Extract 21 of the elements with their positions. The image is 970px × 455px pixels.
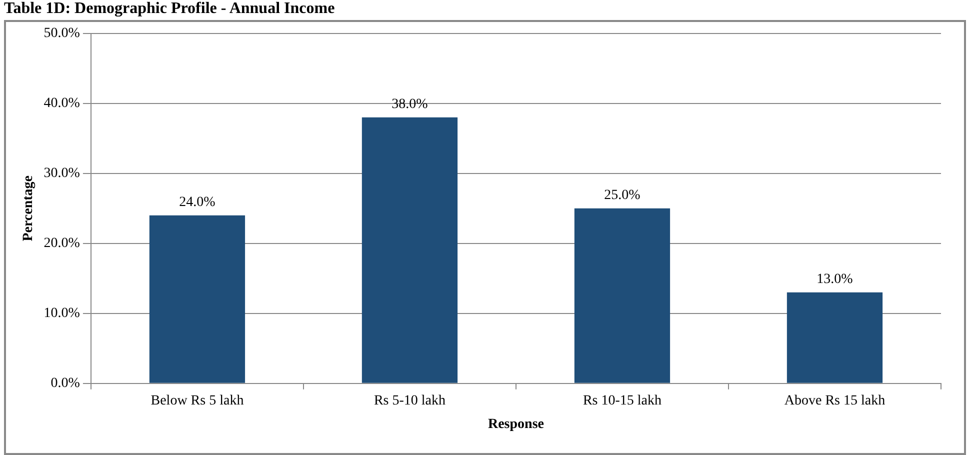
- data-label: 24.0%: [179, 195, 216, 210]
- y-tick-label: 40.0%: [44, 96, 80, 112]
- y-tick-label: 10.0%: [44, 306, 80, 322]
- bar: [786, 292, 883, 383]
- data-label: 13.0%: [816, 272, 854, 288]
- x-axis-title: Response: [488, 417, 544, 432]
- data-label: 38.0%: [392, 97, 428, 112]
- y-tick-label: 30.0%: [44, 166, 80, 182]
- y-axis-title: Percentage: [21, 175, 36, 242]
- data-label: 25.0%: [604, 188, 641, 204]
- x-tick-label: Above Rs 15 lakh: [784, 393, 886, 408]
- chart-title: Table 1D: Demographic Profile - Annual Income: [4, 0, 335, 18]
- bar: [149, 215, 246, 383]
- x-tick-label: Below Rs 5 lakh: [150, 393, 244, 408]
- bar: [574, 208, 670, 383]
- y-tick-label: 50.0%: [44, 26, 80, 42]
- x-tick-label: Rs 5-10 lakh: [374, 393, 446, 408]
- y-tick-label: 20.0%: [44, 236, 80, 252]
- y-tick-label: 0.0%: [50, 376, 80, 392]
- x-tick-label: Rs 10-15 lakh: [582, 393, 662, 408]
- bar: [362, 117, 458, 383]
